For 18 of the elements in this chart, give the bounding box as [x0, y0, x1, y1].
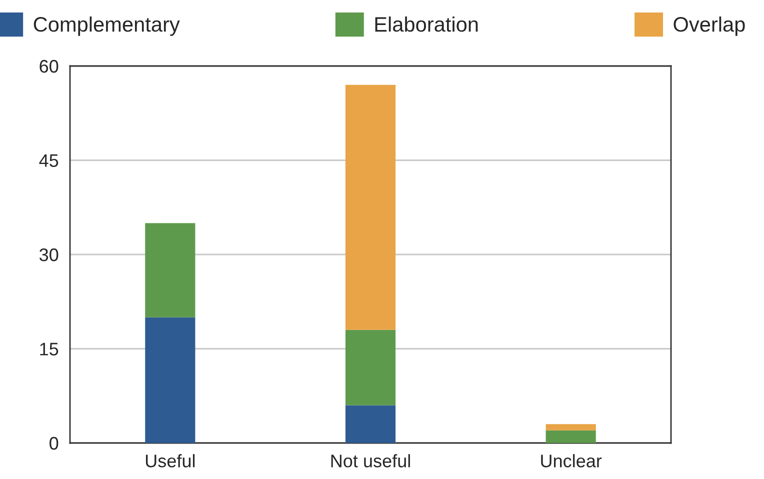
bar	[345, 405, 396, 443]
y-tick-label: 15	[40, 342, 58, 356]
y-tick-label: 45	[39, 154, 58, 167]
legend-label: Complementary	[34, 16, 180, 36]
bar	[145, 223, 196, 318]
bar	[145, 317, 196, 443]
y-tick-label: 0	[50, 436, 58, 450]
y-tick-label: 60	[40, 60, 58, 73]
bar	[345, 84, 396, 330]
legend-label: Elaboration	[375, 16, 478, 32]
y-tick-label: 30	[39, 248, 58, 262]
x-tick-label: Not useful	[331, 454, 410, 468]
bar	[546, 424, 596, 430]
bar	[345, 330, 396, 406]
legend-label: Overlap	[674, 16, 745, 36]
x-tick-label: Useful	[146, 454, 195, 468]
x-tick-label: Unclear	[541, 454, 602, 468]
bar	[546, 430, 596, 443]
